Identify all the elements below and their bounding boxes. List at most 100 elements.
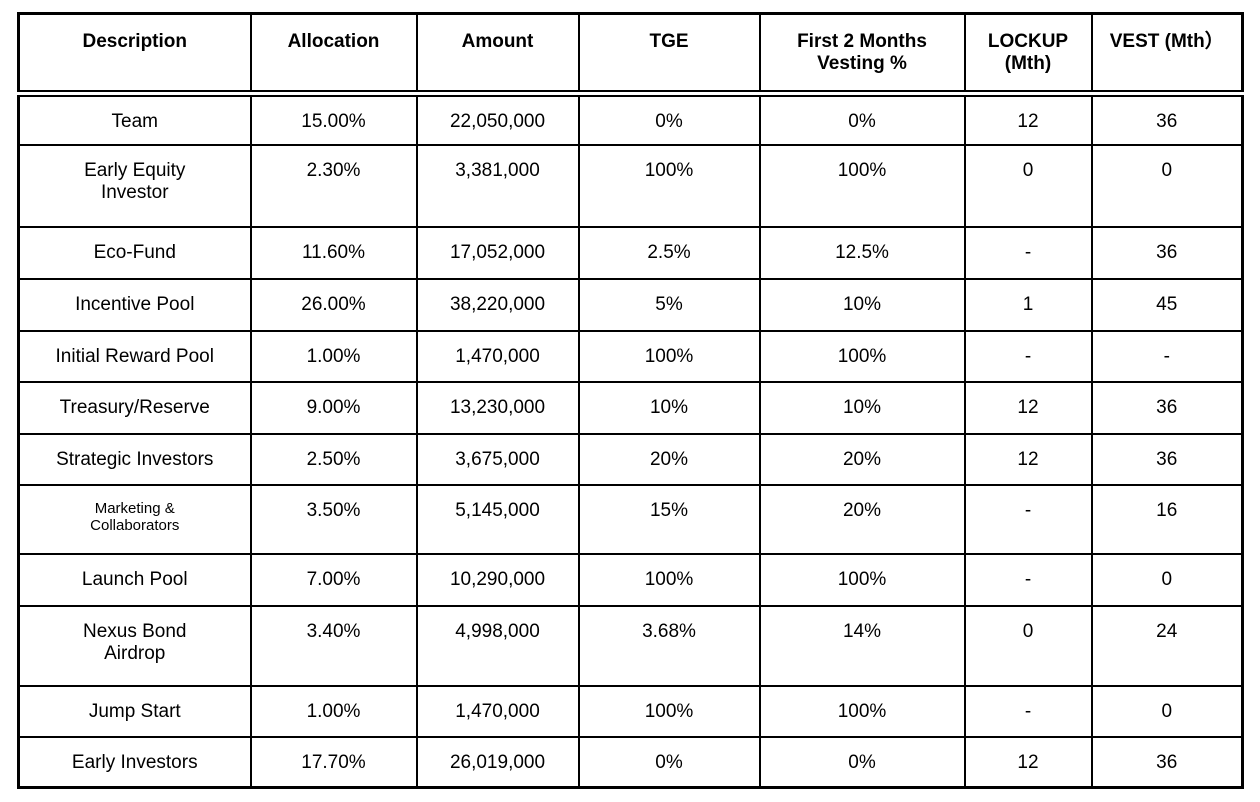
cell-first_2_months_vesting_pct: 12.5% [758,225,966,280]
column-header-vest_mth: VEST (Mth） [1090,12,1244,97]
cell-vest_mth: 36 [1090,735,1244,789]
cell-first_2_months_vesting_pct: 0% [758,735,966,789]
cell-amount: 3,675,000 [415,432,580,486]
cell-description: Early Investors [17,735,252,789]
cell-lockup_mth: - [963,225,1093,280]
table-row: Eco-Fund 11.60% 17,052,000 2.5% 12.5% -36 [17,225,1244,280]
cell-lockup_mth: 12 [963,380,1093,435]
cell-first_2_months_vesting_pct: 14% [758,604,966,687]
cell-allocation: 3.40% [249,604,418,687]
cell-amount: 1,470,000 [415,329,580,383]
table-row: Initial Reward Pool 1.00% 1,470,000 100% 100… [17,329,1244,383]
cell-allocation: 2.50% [249,432,418,486]
cell-description: Marketing & Collaborators [17,483,252,555]
table-row: Strategic Investors 2.50% 3,675,000 20% 20% 1… [17,432,1244,486]
cell-amount: 26,019,000 [415,735,580,789]
cell-first_2_months_vesting_pct: 20% [758,432,966,486]
token-allocation-table: Description Allocation Amount TGE First 2 Mo… [17,12,1244,789]
cell-amount: 22,050,000 [415,92,580,146]
cell-tge: 100% [577,329,761,383]
cell-tge: 100% [577,552,761,607]
table-row: Launch Pool 7.00% 10,290,000 100% 100% -0 [17,552,1244,607]
cell-first_2_months_vesting_pct: 100% [758,684,966,738]
cell-lockup_mth: 0 [963,604,1093,687]
cell-description: Team [17,92,252,146]
cell-lockup_mth: 1 [963,277,1093,332]
column-header-first_2_months_vesting_pct: First 2 Months Vesting % [758,12,966,97]
cell-tge: 2.5% [577,225,761,280]
cell-tge: 100% [577,143,761,228]
cell-first_2_months_vesting_pct: 10% [758,380,966,435]
cell-amount: 5,145,000 [415,483,580,555]
cell-allocation: 1.00% [249,684,418,738]
column-header-description: Description [17,12,252,97]
table-row: Incentive Pool 26.00% 38,220,000 5% 10% 1 45 [17,277,1244,332]
cell-description: Treasury/Reserve [17,380,252,435]
cell-vest_mth: 0 [1090,684,1244,738]
cell-amount: 4,998,000 [415,604,580,687]
cell-lockup_mth: - [963,483,1093,555]
cell-amount: 17,052,000 [415,225,580,280]
table-row: Marketing & Collaborators 3.50% 5,145,000 1… [17,483,1244,555]
cell-description: Incentive Pool [17,277,252,332]
cell-tge: 0% [577,735,761,789]
cell-amount: 1,470,000 [415,684,580,738]
cell-amount: 3,381,000 [415,143,580,228]
cell-vest_mth: 36 [1090,432,1244,486]
cell-lockup_mth: 12 [963,92,1093,146]
cell-allocation: 1.00% [249,329,418,383]
cell-tge: 20% [577,432,761,486]
table-body: Team 15.00% 22,050,000 0% 0% 12 36 Early Equity… [17,92,1244,789]
cell-description: Launch Pool [17,552,252,607]
cell-allocation: 11.60% [249,225,418,280]
cell-amount: 10,290,000 [415,552,580,607]
table-row: Team 15.00% 22,050,000 0% 0% 12 36 [17,92,1244,146]
cell-lockup_mth: 12 [963,735,1093,789]
cell-allocation: 26.00% [249,277,418,332]
table-row: Treasury/Reserve 9.00% 13,230,000 10% 10% 12 3… [17,380,1244,435]
cell-first_2_months_vesting_pct: 10% [758,277,966,332]
cell-lockup_mth: - [963,329,1093,383]
cell-vest_mth: 45 [1090,277,1244,332]
cell-vest_mth: 36 [1090,380,1244,435]
cell-vest_mth: 36 [1090,225,1244,280]
column-header-allocation: Allocation [249,12,418,97]
cell-first_2_months_vesting_pct: 0% [758,92,966,146]
table-row: Early Investors 17.70% 26,019,000 0% 0% 12 36 [17,735,1244,789]
cell-allocation: 15.00% [249,92,418,146]
cell-vest_mth: 36 [1090,92,1244,146]
table-row: Nexus Bond Airdrop 3.40% 4,998,000 3.68% 14%… [17,604,1244,687]
cell-description: Initial Reward Pool [17,329,252,383]
cell-description: Early Equity Investor [17,143,252,228]
cell-allocation: 9.00% [249,380,418,435]
column-header-tge: TGE [577,12,761,97]
cell-description: Jump Start [17,684,252,738]
table-row: Jump Start 1.00% 1,470,000 100% 100% -0 [17,684,1244,738]
cell-vest_mth: 16 [1090,483,1244,555]
cell-tge: 10% [577,380,761,435]
cell-allocation: 2.30% [249,143,418,228]
cell-tge: 100% [577,684,761,738]
header-row: Description Allocation Amount TGE First 2 Mo… [17,12,1244,97]
cell-first_2_months_vesting_pct: 100% [758,329,966,383]
cell-tge: 5% [577,277,761,332]
cell-allocation: 3.50% [249,483,418,555]
cell-lockup_mth: 0 [963,143,1093,228]
cell-lockup_mth: - [963,684,1093,738]
cell-allocation: 17.70% [249,735,418,789]
cell-tge: 0% [577,92,761,146]
cell-description: Nexus Bond Airdrop [17,604,252,687]
cell-first_2_months_vesting_pct: 100% [758,552,966,607]
cell-description: Strategic Investors [17,432,252,486]
cell-amount: 13,230,000 [415,380,580,435]
cell-tge: 15% [577,483,761,555]
cell-tge: 3.68% [577,604,761,687]
cell-allocation: 7.00% [249,552,418,607]
cell-lockup_mth: - [963,552,1093,607]
column-header-lockup_mth: LOCKUP (Mth) [963,12,1093,97]
cell-description: Eco-Fund [17,225,252,280]
cell-first_2_months_vesting_pct: 20% [758,483,966,555]
table-row: Early Equity Investor 2.30% 3,381,000 100% 1… [17,143,1244,228]
cell-lockup_mth: 12 [963,432,1093,486]
